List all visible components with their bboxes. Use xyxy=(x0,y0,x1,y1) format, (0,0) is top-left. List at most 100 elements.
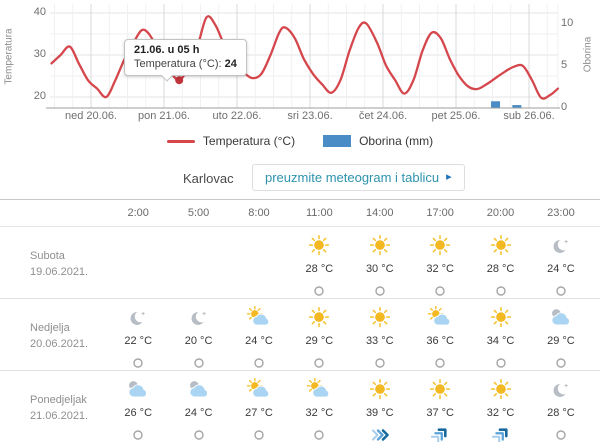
location-name: Karlovac xyxy=(183,171,234,186)
precipitation-bar[interactable] xyxy=(512,105,522,108)
wind-indicator-slot xyxy=(491,426,511,442)
weather-icon-slot xyxy=(306,304,332,332)
highlighted-data-point[interactable] xyxy=(175,76,184,85)
forecast-cell xyxy=(229,227,289,300)
x-axis-label: sub 26.06. xyxy=(503,110,555,122)
y-axis-tick-left: 40 xyxy=(33,6,46,18)
y-axis-tick-right: 5 xyxy=(561,59,568,71)
day-date: 21.06.2021. xyxy=(30,409,89,422)
forecast-cell: 32 °C xyxy=(410,227,470,300)
wind-indicator-slot xyxy=(493,354,509,372)
calm-wind-icon xyxy=(556,358,566,368)
wind-indicator-slot xyxy=(432,354,448,372)
forecast-day-row: Ponedjeljak 21.06.2021. 26 °C 24 °C 27 °C 32 … xyxy=(0,371,600,442)
time-column-header: 17:00 xyxy=(426,207,454,219)
wind-indicator-slot xyxy=(432,282,448,300)
calm-wind-icon xyxy=(375,286,385,296)
temperature-value: 29 °C xyxy=(547,335,575,347)
calm-wind-icon xyxy=(435,358,445,368)
weather-icon-slot xyxy=(125,376,151,404)
day-name: Subota xyxy=(30,249,65,262)
wind-indicator-slot xyxy=(130,354,146,372)
y-axis-tick-left: 20 xyxy=(33,90,46,102)
calm-wind-icon xyxy=(193,358,204,368)
legend-item-temperature[interactable]: Temperatura (°C) xyxy=(166,134,295,148)
wind-indicator-slot xyxy=(430,426,450,442)
temperature-value: 32 °C xyxy=(305,407,334,419)
weather-icon-sun xyxy=(369,234,390,256)
day-label-cell: Subota 19.06.2021. xyxy=(0,227,108,300)
weather-icon-sun xyxy=(369,306,390,328)
legend-item-precipitation[interactable]: Oborina (mm) xyxy=(323,134,433,148)
weather-icon-slot xyxy=(306,376,332,404)
weather-icon-sun-cloud xyxy=(427,306,451,326)
weather-icon-sun-cloud xyxy=(246,378,270,398)
temperature-value: 27 °C xyxy=(245,407,273,419)
x-axis-label: čet 24.06. xyxy=(358,110,408,122)
weather-icon-sun xyxy=(430,234,451,256)
precipitation-box-marker xyxy=(323,135,352,147)
temperature-value: 32 °C xyxy=(486,407,515,419)
weather-icon-slot xyxy=(488,376,514,404)
wind-indicator-slot xyxy=(553,354,569,372)
calm-wind-icon xyxy=(556,286,566,296)
forecast-cell: 39 °C xyxy=(350,371,410,442)
weather-icon-slot xyxy=(427,232,453,260)
wind-direction-icon xyxy=(491,428,508,442)
weather-icon-moon xyxy=(553,382,570,397)
wind-direction-icon xyxy=(431,428,447,442)
forecast-cell xyxy=(108,227,168,300)
calm-wind-icon xyxy=(254,430,264,440)
weather-icon-sun xyxy=(490,306,511,328)
weather-icon-sun-cloud xyxy=(307,378,330,398)
temperature-value: 37 °C xyxy=(426,407,454,419)
forecast-cell: 29 °C xyxy=(531,299,591,372)
chevron-right-icon: ▸ xyxy=(446,171,452,183)
time-column-header: 2:00 xyxy=(127,207,149,219)
y-axis-title-temperature: Temperatura xyxy=(3,28,15,85)
forecast-cell: 28 °C xyxy=(531,371,591,442)
forecast-cell: 33 °C xyxy=(350,299,410,372)
time-column-header: 5:00 xyxy=(187,207,210,219)
download-meteogram-button[interactable]: preuzmite meteogram i tablicu ▸ xyxy=(252,164,465,191)
weather-icon-slot xyxy=(367,376,393,404)
weather-icon-slot xyxy=(427,304,453,332)
forecast-cell xyxy=(168,227,228,300)
download-button-label: preuzmite meteogram i tablicu xyxy=(265,170,440,185)
calm-wind-icon xyxy=(556,430,566,440)
weather-icon-slot xyxy=(125,304,151,332)
weather-icon-cloud-moon xyxy=(551,309,570,326)
table-header-row: 2:00 5:00 8:00 11:00 14:00 17:00 20:00 23:00 xyxy=(0,200,600,227)
weather-icon-slot xyxy=(367,232,393,260)
forecast-cell: 36 °C xyxy=(410,299,470,372)
wind-indicator-slot xyxy=(493,282,509,300)
weather-icon-cloud-moon xyxy=(189,381,208,398)
forecast-day-row: Subota 19.06.2021. 28 °C 30 °C 32 °C 28 °C 24 … xyxy=(0,227,600,299)
weather-icon-slot xyxy=(367,304,393,332)
wind-indicator-slot xyxy=(191,354,207,372)
weather-icon-sun xyxy=(430,378,451,400)
wind-indicator-slot xyxy=(311,282,327,300)
forecast-cell: 37 °C xyxy=(410,371,470,442)
forecast-day-row: Nedjelja 20.06.2021. 22 °C 20 °C 24 °C 29 °C 3… xyxy=(0,299,600,371)
temperature-line[interactable] xyxy=(50,15,560,100)
time-column-header: 23:00 xyxy=(547,207,575,219)
temperature-value: 36 °C xyxy=(426,335,454,347)
forecast-cell: 29 °C xyxy=(289,299,349,372)
weather-icon-slot xyxy=(246,376,272,404)
meteogram-chart: Temperatura Oborina 40 30 20 10 5 0 ned 20.06.… xyxy=(0,0,600,160)
calm-wind-icon xyxy=(435,286,445,296)
temperature-value: 24 °C xyxy=(547,263,575,275)
weather-icon-slot xyxy=(186,376,212,404)
x-axis-label: uto 22.06. xyxy=(212,110,262,122)
forecast-cell: 28 °C xyxy=(470,227,530,300)
weather-icon-slot xyxy=(246,304,272,332)
forecast-cell: 26 °C xyxy=(108,371,168,442)
calm-wind-icon xyxy=(495,358,506,368)
x-axis-label: pet 25.06. xyxy=(431,110,481,122)
calm-wind-icon xyxy=(495,286,506,296)
day-name: Ponedjeljak xyxy=(30,393,87,406)
weather-icon-moon xyxy=(130,310,147,325)
table-corner-cell xyxy=(0,200,108,226)
precipitation-bar[interactable] xyxy=(491,101,501,108)
